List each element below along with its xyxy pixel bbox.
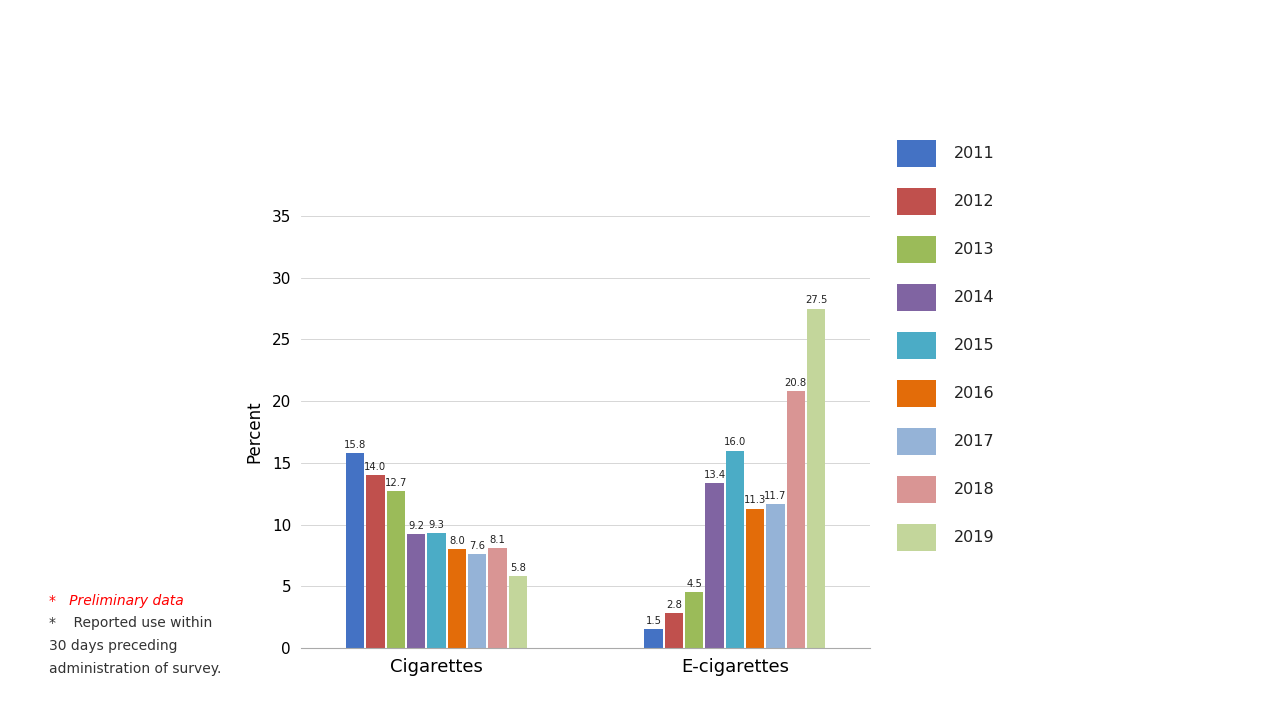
Text: 5.8: 5.8 [509,563,526,573]
Text: 2015: 2015 [955,338,995,353]
FancyBboxPatch shape [897,236,937,263]
FancyBboxPatch shape [897,189,937,215]
Text: 30 days preceding: 30 days preceding [49,639,177,652]
Text: 12.7: 12.7 [384,478,407,488]
Bar [366,475,384,648]
Text: 2014: 2014 [955,290,995,305]
FancyBboxPatch shape [897,524,937,551]
Text: 2018: 2018 [955,482,995,497]
Text: 9.2: 9.2 [408,521,424,531]
Bar [428,534,445,648]
Text: administration of survey.: administration of survey. [49,662,221,675]
Bar [468,554,486,648]
Text: 2011: 2011 [955,146,995,161]
Text: 15.8: 15.8 [344,440,366,450]
Bar [685,593,703,648]
Text: *   Preliminary data: * Preliminary data [49,594,183,608]
Bar [787,391,805,648]
Text: 8.1: 8.1 [489,535,506,545]
Text: 2019: 2019 [955,530,995,545]
Text: 13.4: 13.4 [704,469,726,480]
Bar [644,629,663,648]
Text: 14.0: 14.0 [365,462,387,472]
Bar [488,548,507,648]
Text: NATIONAL YOUTH TOBACCO SURVEY*:: NATIONAL YOUTH TOBACCO SURVEY*: [329,40,952,68]
Bar [387,491,404,648]
Bar [767,503,785,648]
Bar [726,451,744,648]
Bar [346,453,365,648]
Bar [746,508,764,648]
Bar [664,613,684,648]
Text: 7.6: 7.6 [468,541,485,551]
Bar [407,534,425,648]
Text: 2.8: 2.8 [666,600,682,611]
Text: 2013: 2013 [955,242,995,257]
Text: 2016: 2016 [955,386,995,401]
Bar [705,482,723,648]
Text: 1.5: 1.5 [645,616,662,626]
Text: 8.0: 8.0 [449,536,465,546]
FancyBboxPatch shape [897,284,937,311]
Bar [508,577,527,648]
Text: 16.0: 16.0 [723,438,746,447]
FancyBboxPatch shape [897,428,937,455]
Text: 9.3: 9.3 [429,520,444,530]
Text: 27.5: 27.5 [805,295,827,305]
Text: 11.3: 11.3 [744,495,767,505]
Text: 11.7: 11.7 [764,490,787,500]
Text: 4.5: 4.5 [686,580,701,590]
Text: *    Reported use within: * Reported use within [49,616,212,629]
FancyBboxPatch shape [897,140,937,167]
Bar [806,309,826,648]
Y-axis label: Percent: Percent [246,401,264,463]
Text: HIGH SCHOOL STUDENT USE OF E-CIGARETTES CONTINUES TO CLIMB: HIGH SCHOOL STUDENT USE OF E-CIGARETTES … [155,93,1126,117]
Text: 2012: 2012 [955,194,995,209]
Text: 2017: 2017 [955,434,995,449]
Text: 20.8: 20.8 [785,378,806,388]
FancyBboxPatch shape [897,477,937,503]
Bar [448,549,466,648]
FancyBboxPatch shape [897,333,937,359]
FancyBboxPatch shape [897,380,937,407]
